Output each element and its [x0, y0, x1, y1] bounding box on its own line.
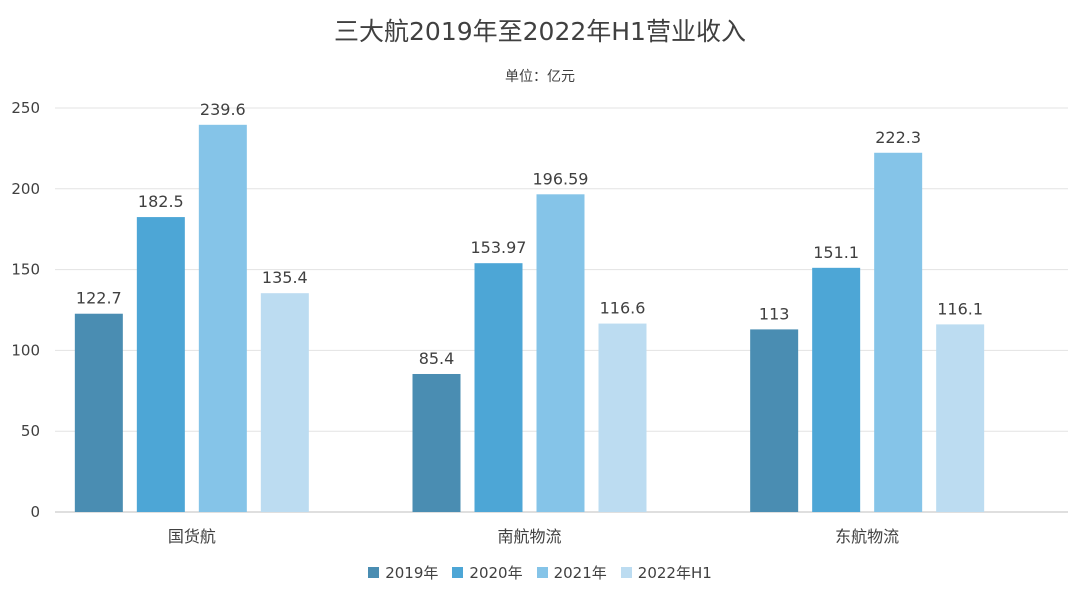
legend-swatch [536, 567, 548, 578]
data-label: 116.1 [937, 299, 983, 318]
y-tick-label: 100 [11, 341, 40, 359]
y-tick-label: 50 [21, 422, 40, 440]
data-label: 122.7 [76, 289, 122, 308]
data-label: 135.4 [262, 268, 308, 287]
chart-legend: 2019年 2020年 2021年 2022年H1 [0, 562, 1080, 583]
legend-label: 2020年 [469, 564, 523, 582]
bar [874, 152, 923, 513]
x-tick-label: 东航物流 [835, 527, 899, 546]
data-label: 222.3 [875, 128, 921, 147]
bar [598, 323, 647, 512]
legend-label: 2021年 [553, 564, 607, 582]
data-label: 85.4 [419, 349, 455, 368]
legend-swatch [452, 567, 464, 578]
legend-item: 2020年 [452, 562, 523, 583]
data-label: 182.5 [138, 192, 184, 211]
bar [812, 267, 861, 512]
data-label: 113 [759, 304, 790, 323]
legend-swatch [620, 567, 632, 578]
legend-item: 2022年H1 [620, 562, 712, 583]
data-label: 153.97 [471, 238, 527, 257]
x-tick-label: 南航物流 [497, 527, 561, 546]
y-tick-label: 0 [30, 503, 40, 521]
bar [474, 263, 523, 512]
chart-title: 三大航2019年至2022年H1营业收入 [334, 17, 746, 46]
data-label: 151.1 [813, 243, 859, 262]
data-label: 196.59 [533, 169, 589, 188]
bar [412, 373, 461, 512]
legend-label: 2022年H1 [637, 564, 712, 582]
legend-label: 2019年 [385, 564, 439, 582]
bar [936, 324, 985, 512]
legend-swatch [368, 567, 380, 578]
data-label: 239.6 [200, 100, 246, 119]
bar [74, 313, 123, 512]
bar [750, 329, 799, 512]
legend-item: 2021年 [536, 562, 607, 583]
y-tick-label: 200 [11, 180, 40, 198]
y-tick-label: 250 [11, 99, 40, 117]
bar [260, 293, 309, 512]
legend-item: 2019年 [368, 562, 438, 583]
data-label: 116.6 [600, 299, 646, 318]
bar [136, 217, 185, 512]
x-tick-label: 国货航 [168, 527, 216, 546]
y-tick-label: 150 [11, 261, 40, 279]
bar [198, 124, 247, 512]
chart-subtitle: 单位：亿元 [505, 69, 575, 85]
bar [536, 194, 585, 513]
